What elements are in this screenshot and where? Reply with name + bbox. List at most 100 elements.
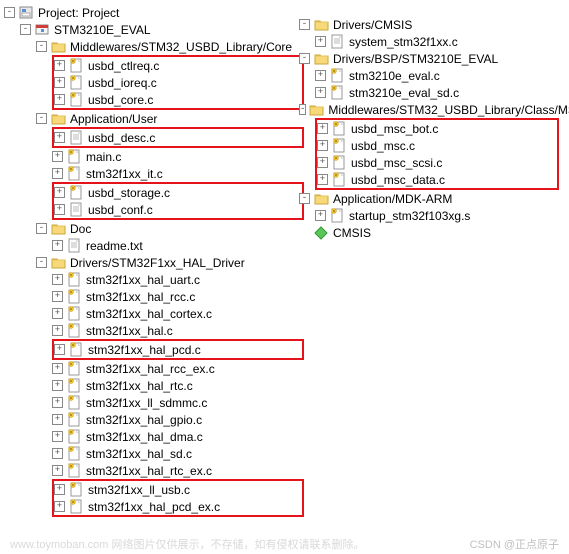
tree-label[interactable]: Drivers/CMSIS bbox=[332, 18, 413, 32]
expand-toggle[interactable]: - bbox=[299, 193, 310, 204]
tree-label[interactable]: STM3210E_EVAL bbox=[53, 23, 152, 37]
expand-toggle[interactable]: + bbox=[54, 187, 65, 198]
tree-label[interactable]: stm32f1xx_hal_pcd.c bbox=[87, 343, 202, 357]
c-file-icon bbox=[66, 430, 82, 444]
c-file-icon bbox=[329, 69, 345, 83]
expand-toggle[interactable]: + bbox=[52, 448, 63, 459]
c-file-icon bbox=[329, 86, 345, 100]
expand-toggle[interactable]: + bbox=[52, 431, 63, 442]
expand-toggle[interactable]: + bbox=[52, 363, 63, 374]
tree-label[interactable]: main.c bbox=[85, 150, 122, 164]
c-file-icon bbox=[329, 209, 345, 223]
tree-label[interactable]: usbd_desc.c bbox=[87, 131, 156, 145]
expand-toggle[interactable]: - bbox=[36, 223, 47, 234]
tree-label[interactable]: stm32f1xx_it.c bbox=[85, 167, 164, 181]
expand-toggle[interactable]: - bbox=[20, 24, 31, 35]
tree-label[interactable]: usbd_ioreq.c bbox=[87, 76, 158, 90]
tree-label[interactable]: stm32f1xx_hal_gpio.c bbox=[85, 413, 203, 427]
workspace-icon bbox=[18, 6, 34, 20]
tree-label[interactable]: usbd_core.c bbox=[87, 93, 154, 107]
tree-label[interactable]: Application/User bbox=[69, 112, 158, 126]
expand-toggle[interactable]: - bbox=[36, 113, 47, 124]
tree-label[interactable]: stm32f1xx_hal_rtc.c bbox=[85, 379, 194, 393]
tree-label[interactable]: CMSIS bbox=[332, 226, 372, 240]
tree-label[interactable]: Doc bbox=[69, 222, 92, 236]
expand-toggle[interactable]: + bbox=[52, 151, 63, 162]
expand-toggle[interactable]: + bbox=[54, 501, 65, 512]
expand-toggle[interactable]: + bbox=[52, 291, 63, 302]
expand-toggle[interactable]: + bbox=[52, 397, 63, 408]
tree-label[interactable]: Project: Project bbox=[37, 6, 120, 20]
tree-label[interactable]: usbd_conf.c bbox=[87, 203, 154, 217]
expand-toggle[interactable]: - bbox=[299, 53, 310, 64]
expand-toggle[interactable]: + bbox=[315, 210, 326, 221]
expand-toggle[interactable]: - bbox=[299, 19, 310, 30]
tree-label[interactable]: stm32f1xx_hal_pcd_ex.c bbox=[87, 500, 221, 514]
expand-toggle[interactable]: + bbox=[52, 380, 63, 391]
expand-toggle[interactable]: + bbox=[54, 94, 65, 105]
expand-toggle[interactable]: + bbox=[52, 308, 63, 319]
tree-label[interactable]: Drivers/BSP/STM3210E_EVAL bbox=[332, 52, 499, 66]
tree-label[interactable]: usbd_storage.c bbox=[87, 186, 171, 200]
expand-toggle[interactable]: + bbox=[54, 204, 65, 215]
tree-label[interactable]: Middlewares/STM32_USBD_Library/Class/MSC bbox=[327, 103, 569, 117]
tree-label[interactable]: stm32f1xx_hal.c bbox=[85, 324, 174, 338]
tree-label[interactable]: readme.txt bbox=[85, 239, 144, 253]
tree-label[interactable]: stm32f1xx_hal_rcc_ex.c bbox=[85, 362, 216, 376]
expand-toggle[interactable]: + bbox=[54, 344, 65, 355]
tree-label[interactable]: stm32f1xx_hal_uart.c bbox=[85, 273, 201, 287]
tree-label[interactable]: usbd_msc_bot.c bbox=[350, 122, 439, 136]
expand-toggle[interactable]: + bbox=[317, 174, 328, 185]
expand-toggle[interactable]: + bbox=[52, 325, 63, 336]
expand-toggle[interactable]: + bbox=[315, 70, 326, 81]
tree-label[interactable]: stm32f1xx_hal_sd.c bbox=[85, 447, 193, 461]
expand-toggle[interactable]: + bbox=[315, 87, 326, 98]
footer-left: www.toymoban.com 网络图片仅供展示，不存储，如有侵权请联系删除。 bbox=[10, 536, 364, 552]
tree-label[interactable]: stm3210e_eval_sd.c bbox=[348, 86, 460, 100]
expand-toggle[interactable]: + bbox=[52, 168, 63, 179]
c-file-icon bbox=[68, 186, 84, 200]
tree-label[interactable]: stm3210e_eval.c bbox=[348, 69, 441, 83]
tree-label[interactable]: stm32f1xx_hal_rcc.c bbox=[85, 290, 196, 304]
file-icon bbox=[329, 35, 345, 49]
expand-toggle[interactable]: - bbox=[299, 104, 306, 115]
tree-label[interactable]: usbd_msc_data.c bbox=[350, 173, 446, 187]
expand-toggle[interactable]: + bbox=[52, 274, 63, 285]
c-file-icon bbox=[68, 483, 84, 497]
expand-toggle[interactable]: + bbox=[54, 484, 65, 495]
tree-label[interactable]: usbd_msc_scsi.c bbox=[350, 156, 443, 170]
expand-toggle[interactable]: - bbox=[36, 257, 47, 268]
expand-toggle[interactable]: + bbox=[54, 60, 65, 71]
expand-toggle[interactable]: + bbox=[52, 240, 63, 251]
expand-toggle[interactable]: + bbox=[315, 36, 326, 47]
expand-toggle[interactable]: - bbox=[4, 7, 15, 18]
expand-toggle[interactable]: + bbox=[317, 140, 328, 151]
tree-label[interactable]: startup_stm32f103xg.s bbox=[348, 209, 471, 223]
expand-toggle[interactable]: + bbox=[54, 77, 65, 88]
c-file-icon bbox=[66, 396, 82, 410]
tree-label[interactable]: system_stm32f1xx.c bbox=[348, 35, 459, 49]
tree-label[interactable]: stm32f1xx_ll_sdmmc.c bbox=[85, 396, 208, 410]
tree-label[interactable]: Middlewares/STM32_USBD_Library/Core bbox=[69, 40, 293, 54]
folder-icon bbox=[313, 192, 329, 206]
tree-label[interactable]: stm32f1xx_ll_usb.c bbox=[87, 483, 191, 497]
expand-toggle[interactable]: + bbox=[317, 157, 328, 168]
expand-toggle[interactable]: + bbox=[52, 414, 63, 425]
c-file-icon bbox=[331, 122, 347, 136]
folder-icon bbox=[313, 18, 329, 32]
expand-toggle[interactable]: + bbox=[54, 132, 65, 143]
tree-label[interactable]: usbd_msc.c bbox=[350, 139, 416, 153]
folder-icon bbox=[313, 52, 329, 66]
tree-label[interactable]: usbd_ctlreq.c bbox=[87, 59, 160, 73]
tree-label[interactable]: stm32f1xx_hal_rtc_ex.c bbox=[85, 464, 213, 478]
expand-toggle[interactable]: - bbox=[36, 41, 47, 52]
folder-icon bbox=[50, 256, 66, 270]
tree-label[interactable]: stm32f1xx_hal_dma.c bbox=[85, 430, 204, 444]
tree-label[interactable]: Drivers/STM32F1xx_HAL_Driver bbox=[69, 256, 246, 270]
target-icon bbox=[34, 23, 50, 37]
c-file-icon bbox=[68, 76, 84, 90]
expand-toggle[interactable]: + bbox=[52, 465, 63, 476]
tree-label[interactable]: stm32f1xx_hal_cortex.c bbox=[85, 307, 213, 321]
tree-label[interactable]: Application/MDK-ARM bbox=[332, 192, 453, 206]
expand-toggle[interactable]: + bbox=[317, 123, 328, 134]
